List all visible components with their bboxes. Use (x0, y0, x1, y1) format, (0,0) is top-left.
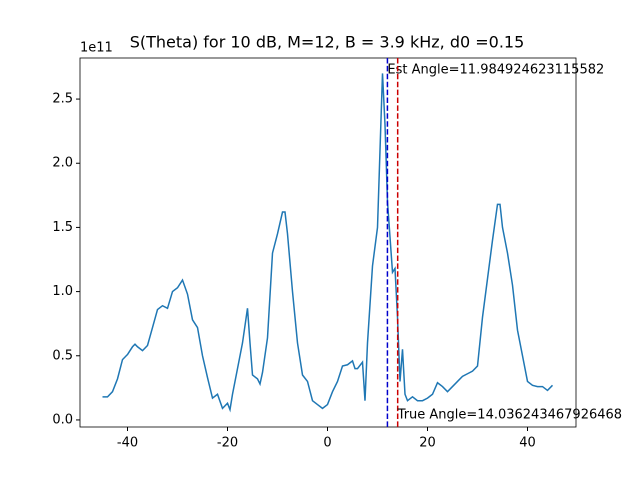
x-tick-label: 20 (419, 436, 436, 451)
chart-title: S(Theta) for 10 dB, M=12, B = 3.9 kHz, d… (130, 33, 525, 52)
x-tick-label: 40 (519, 436, 536, 451)
y-tick-label: 1.0 (52, 284, 73, 299)
y-tick-label: 0.0 (52, 412, 73, 427)
y-offset-label: 1e11 (80, 41, 113, 56)
plot-frame (79, 57, 577, 428)
y-tick-label: 1.5 (52, 220, 73, 235)
x-tick-label: -20 (217, 436, 238, 451)
x-tick-label: 0 (323, 436, 331, 451)
y-tick-label: 2.0 (52, 156, 73, 171)
y-tick-label: 2.5 (52, 92, 73, 107)
x-tick-label: -40 (117, 436, 138, 451)
y-tick-label: 0.5 (52, 348, 73, 363)
vline-label: True Angle=14.036243467926468 (397, 408, 622, 423)
line-series (102, 73, 554, 413)
vline-label: Est Angle=11.984924623115582 (387, 63, 604, 78)
